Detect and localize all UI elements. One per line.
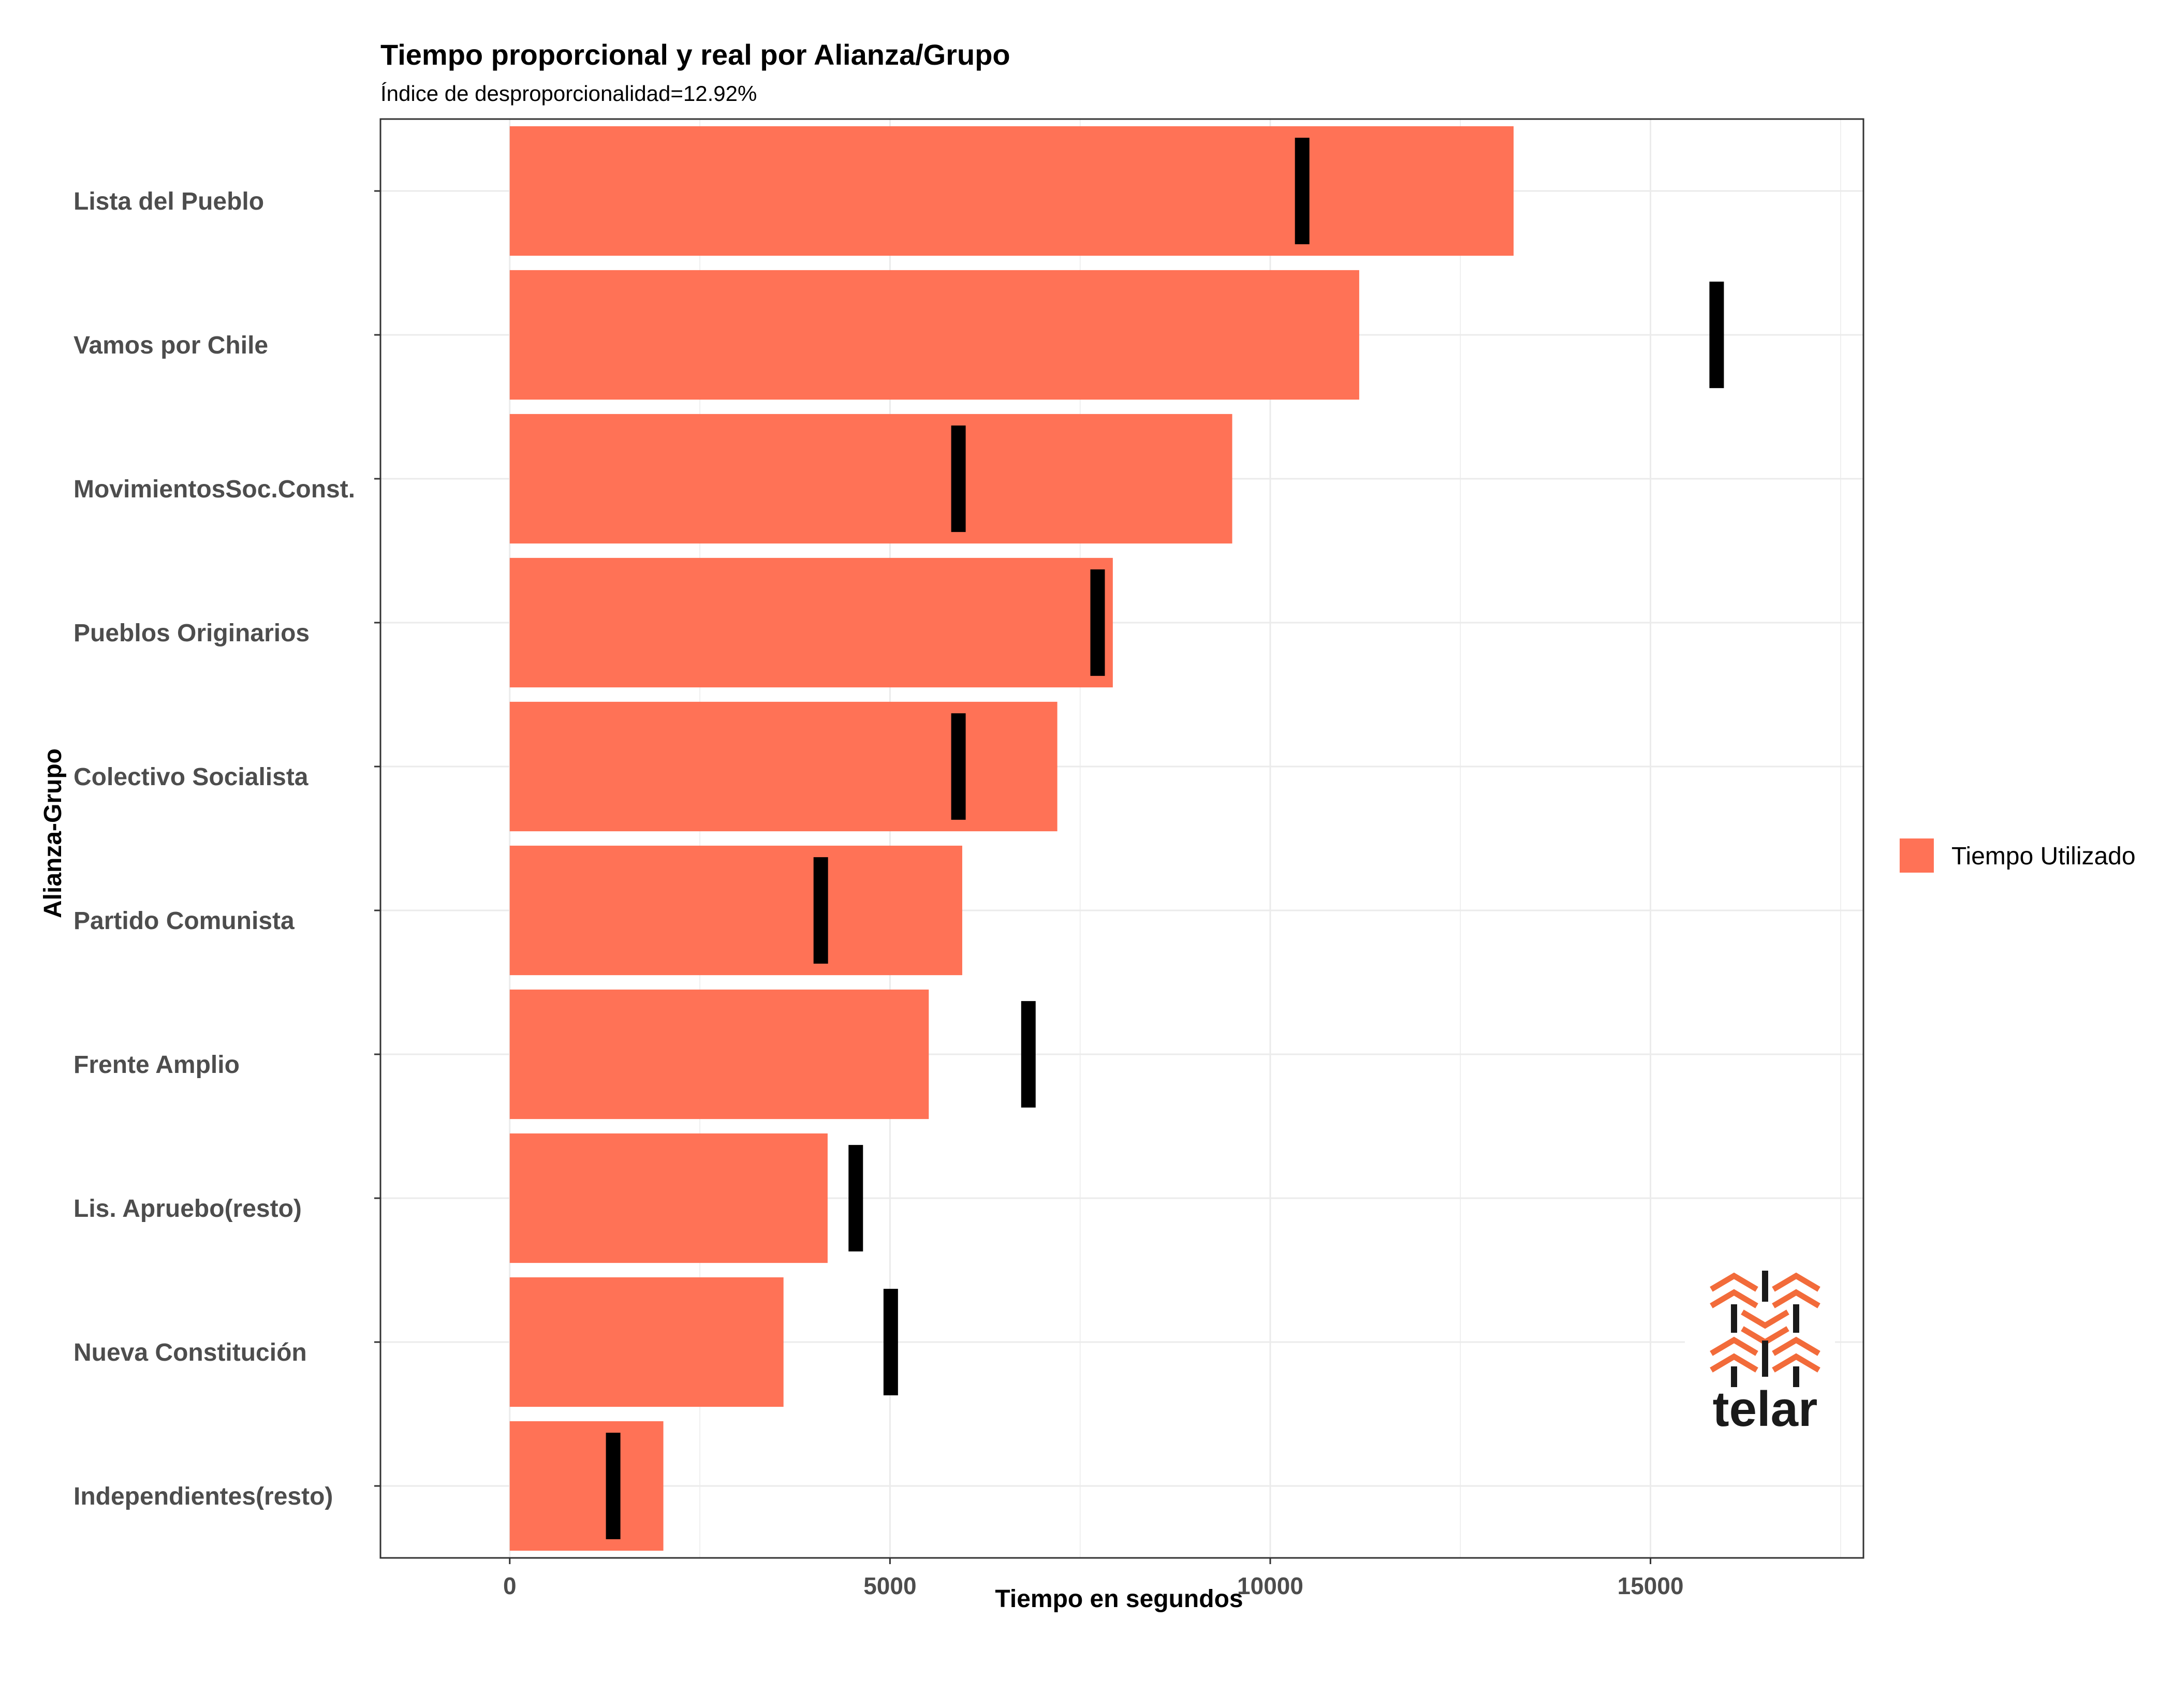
- legend-label-tiempo-utilizado: Tiempo Utilizado: [1951, 843, 2136, 870]
- tick-colectivo-socialista: [951, 713, 966, 820]
- bar-movimientossoc-const: [509, 414, 1232, 544]
- tick-vamos-por-chile: [1709, 282, 1724, 388]
- y-tick-label-lista-del-pueblo: Lista del Pueblo: [74, 188, 264, 215]
- y-tick-label-partido-comunista: Partido Comunista: [74, 907, 295, 935]
- logo-chevron: [1772, 1289, 1820, 1308]
- logo-chevron: [1710, 1289, 1758, 1308]
- legend: Tiempo Utilizado: [1900, 838, 2136, 873]
- tick-independientes-resto: [606, 1433, 621, 1539]
- y-tick-label-independientes-resto: Independientes(resto): [74, 1483, 333, 1510]
- bar-independientes-resto: [509, 1421, 664, 1551]
- y-axis: Lista del Pueblo Vamos por Chile Movimient…: [74, 188, 380, 1510]
- plot-area: [379, 118, 1864, 1559]
- reference-ticks: [606, 138, 1724, 1539]
- tick-partido-comunista: [813, 857, 828, 964]
- chart-subtitle: Índice de desproporcionalidad=12.92%: [380, 81, 757, 106]
- y-tick-label-vamos-por-chile: Vamos por Chile: [74, 332, 268, 359]
- y-tick-label-movimientossoc-const: MovimientosSoc.Const.: [74, 476, 355, 503]
- bar-colectivo-socialista: [509, 701, 1057, 832]
- bar-partido-comunista: [509, 845, 962, 976]
- logo-chevron: [1710, 1272, 1758, 1292]
- logo-chevron: [1710, 1336, 1758, 1356]
- tick-pueblos-originarios: [1090, 569, 1105, 676]
- y-tick-label-colectivo-socialista: Colectivo Socialista: [74, 763, 309, 791]
- logo-mark-icon: [1710, 1271, 1820, 1387]
- x-tick-label-0: 0: [503, 1572, 517, 1599]
- chart-title: Tiempo proporcional y real por Alianza/G…: [380, 38, 1010, 71]
- tick-lis-apruebo-resto: [848, 1145, 863, 1251]
- logo-chevron: [1772, 1272, 1820, 1292]
- logo-chevron: [1710, 1353, 1758, 1373]
- x-tick-label-15000: 15000: [1618, 1572, 1684, 1599]
- y-tick-label-lis-apruebo-resto: Lis. Apruebo(resto): [74, 1195, 302, 1223]
- tick-lista-del-pueblo: [1295, 138, 1310, 244]
- bar-nueva-constitucion: [509, 1277, 784, 1407]
- bar-lis-apruebo-resto: [509, 1133, 828, 1263]
- tick-frente-amplio: [1021, 1001, 1036, 1108]
- y-axis-title: Alianza-Grupo: [39, 748, 67, 918]
- y-tick-label-frente-amplio: Frente Amplio: [74, 1051, 240, 1079]
- telar-logo: telar: [1685, 1265, 1835, 1437]
- logo-chevron-down: [1741, 1309, 1789, 1329]
- legend-key-tiempo-utilizado: [1900, 838, 1934, 873]
- bar-pueblos-originarios: [509, 557, 1113, 688]
- bar-vamos-por-chile: [509, 270, 1359, 400]
- plot-border: [379, 118, 1864, 1559]
- bar-lista-del-pueblo: [509, 126, 1514, 256]
- x-axis: 0 5000 10000 15000: [503, 1558, 1684, 1599]
- tick-movimientossoc-const: [951, 425, 966, 532]
- bar-frente-amplio: [509, 989, 929, 1120]
- bars: [509, 126, 1514, 1551]
- x-tick-label-10000: 10000: [1237, 1572, 1303, 1599]
- logo-chevron: [1772, 1336, 1820, 1356]
- y-tick-label-pueblos-originarios: Pueblos Originarios: [74, 620, 310, 647]
- x-axis-title: Tiempo en segundos: [995, 1585, 1243, 1613]
- y-tick-label-nueva-constitucion: Nueva Constitución: [74, 1339, 307, 1366]
- x-tick-label-5000: 5000: [863, 1572, 916, 1599]
- logo-text: telar: [1713, 1381, 1818, 1437]
- tick-nueva-constitucion: [883, 1289, 898, 1395]
- logo-chevron: [1772, 1353, 1820, 1373]
